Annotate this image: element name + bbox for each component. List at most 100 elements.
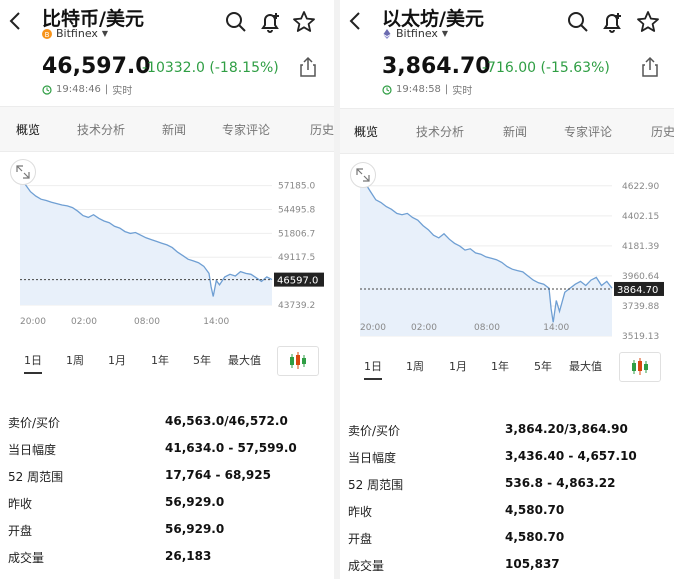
stat-value: 3,864.20/3,864.90	[505, 422, 628, 436]
price-line	[19, 177, 273, 297]
exchange-name: Bitfinex	[396, 27, 438, 40]
tab-overview[interactable]: 概览	[16, 123, 41, 137]
btc-panel: 比特币/美元 B Bitfinex ▼ 46,597.0 -10332.0 (-…	[0, 0, 334, 579]
y-tick-label: 43739.2	[278, 301, 315, 311]
stat-label: 昨收	[8, 497, 33, 511]
x-tick-label: 02:00	[71, 317, 97, 327]
price-chart[interactable]: 4622.90 4402.15 4181.39 3960.64 3739.88 3519.…	[340, 158, 674, 346]
ethereum-icon	[383, 28, 391, 39]
stat-label: 开盘	[8, 524, 33, 538]
stat-row: 卖价/买价 46,563.0/46,572.0	[0, 408, 334, 434]
range-1m[interactable]: 1月	[108, 354, 126, 367]
stat-label: 52 周范围	[348, 478, 404, 492]
svg-text:B: B	[45, 31, 50, 39]
stat-value: 105,837	[505, 557, 560, 571]
stat-row: 昨收 4,580.70	[340, 497, 674, 523]
range-5y[interactable]: 5年	[534, 360, 552, 373]
add-alert-bell-icon[interactable]	[258, 10, 282, 34]
range-1y[interactable]: 1年	[491, 360, 509, 373]
y-tick-label: 3739.88	[622, 302, 659, 312]
star-icon[interactable]	[636, 10, 660, 34]
range-1w[interactable]: 1周	[406, 360, 424, 373]
page-title: 比特币/美元	[42, 8, 144, 30]
share-icon[interactable]	[298, 56, 318, 78]
add-alert-bell-icon[interactable]	[600, 10, 624, 34]
tab-history[interactable]: 历史	[651, 125, 674, 139]
stat-row: 成交量 26,183	[0, 543, 334, 569]
page-title: 以太坊/美元	[382, 8, 484, 30]
stat-row: 成交量 105,837	[340, 551, 674, 577]
stat-label: 成交量	[8, 551, 45, 565]
candlestick-toggle[interactable]	[277, 346, 319, 376]
stat-value: 56,929.0	[165, 495, 225, 509]
stat-label: 成交量	[348, 559, 385, 573]
x-tick-label: 02:00	[411, 323, 437, 333]
stat-row: 52 周范围 536.8 - 4,863.22	[340, 470, 674, 496]
stat-value: 17,764 - 68,925	[165, 468, 271, 482]
realtime-label: 实时	[452, 86, 473, 97]
stat-row: 当日幅度 3,436.40 - 4,657.10	[340, 443, 674, 469]
exchange-selector[interactable]: B Bitfinex ▼	[42, 27, 108, 40]
back-arrow-icon[interactable]	[344, 7, 368, 35]
expand-chart-button[interactable]	[350, 162, 376, 188]
y-tick-label: 49117.5	[278, 253, 315, 263]
tab-news[interactable]: 新闻	[162, 123, 187, 137]
current-price-badge	[614, 281, 664, 296]
panel-divider	[334, 0, 340, 579]
tab-analysis[interactable]: 专家评论	[222, 123, 271, 137]
x-tick-label: 20:00	[360, 323, 386, 333]
range-1d[interactable]: 1日	[364, 358, 382, 380]
expand-icon	[356, 168, 370, 182]
stat-value: 56,929.0	[165, 522, 225, 536]
tab-history[interactable]: 历史	[310, 123, 334, 137]
share-icon[interactable]	[640, 56, 660, 78]
x-tick-label: 08:00	[474, 323, 500, 333]
x-tick-label: 14:00	[203, 317, 229, 327]
y-tick-label: 4622.90	[622, 182, 659, 192]
range-1d[interactable]: 1日	[24, 352, 42, 374]
tab-news[interactable]: 新闻	[503, 125, 528, 139]
x-tick-label: 20:00	[20, 317, 46, 327]
range-max[interactable]: 最大值	[228, 354, 261, 367]
current-price-label: 46597.0	[277, 276, 318, 287]
stat-label: 当日幅度	[348, 451, 397, 465]
search-icon[interactable]	[566, 10, 590, 34]
tab-bar: 概览 技术分析 新闻 专家评论 历史	[340, 108, 674, 154]
star-icon[interactable]	[292, 10, 316, 34]
separator: |	[104, 84, 109, 95]
range-1w[interactable]: 1周	[66, 354, 84, 367]
stat-value: 41,634.0 - 57,599.0	[165, 441, 297, 455]
stat-value: 3,436.40 - 4,657.10	[505, 449, 637, 463]
range-selector: 1日 1周 1月 1年 5年 最大值	[340, 350, 674, 386]
range-max[interactable]: 最大值	[569, 360, 602, 373]
candlestick-icon	[632, 358, 648, 375]
expand-chart-button[interactable]	[10, 159, 36, 185]
stat-label: 开盘	[348, 532, 373, 546]
price-summary: 46,597.0 -10332.0 (-18.15%) 19:48:46 | 实…	[0, 48, 334, 104]
search-icon[interactable]	[224, 10, 248, 34]
tab-technical[interactable]: 技术分析	[77, 123, 126, 137]
candlestick-toggle[interactable]	[619, 352, 661, 382]
range-1y[interactable]: 1年	[151, 354, 169, 367]
last-price: 3,864.70	[382, 54, 491, 79]
range-selector: 1日 1周 1月 1年 5年 最大值	[0, 344, 334, 380]
expand-icon	[16, 165, 30, 179]
exchange-selector[interactable]: Bitfinex ▼	[382, 27, 448, 40]
stat-value: 46,563.0/46,572.0	[165, 414, 288, 428]
back-arrow-icon[interactable]	[4, 7, 28, 35]
clock-icon	[382, 84, 392, 95]
tab-overview[interactable]: 概览	[354, 125, 379, 139]
stat-row: 52 周范围 17,764 - 68,925	[0, 462, 334, 488]
price-summary: 3,864.70 -716.00 (-15.63%) 19:48:58 | 实时	[340, 48, 674, 104]
stat-row: 昨收 56,929.0	[0, 489, 334, 515]
range-5y[interactable]: 5年	[193, 354, 211, 367]
price-chart[interactable]: 57185.0 54495.8 51806.7 49117.5 43739.2 46597…	[0, 155, 334, 330]
x-tick-label: 14:00	[543, 323, 569, 333]
y-tick-label: 4402.15	[622, 212, 659, 222]
price-change: -716.00 (-15.63%)	[482, 60, 610, 76]
eth-panel: 以太坊/美元 Bitfinex ▼ 3,864.70 -716.00 (-15.…	[340, 0, 674, 579]
y-tick-label: 4181.39	[622, 242, 659, 252]
tab-analysis[interactable]: 专家评论	[564, 125, 613, 139]
range-1m[interactable]: 1月	[449, 360, 467, 373]
tab-technical[interactable]: 技术分析	[416, 125, 465, 139]
